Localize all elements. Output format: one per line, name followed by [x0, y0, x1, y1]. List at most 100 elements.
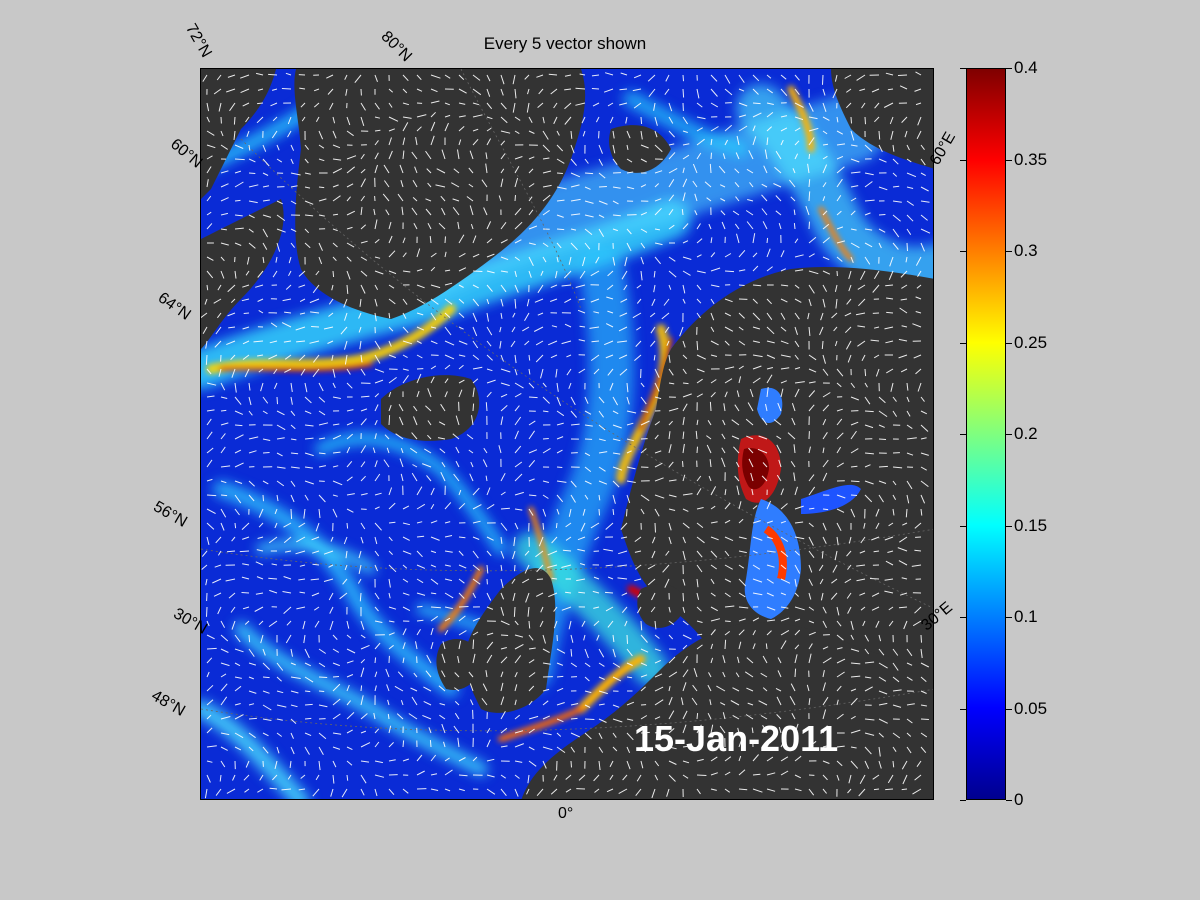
velocity-arrow [888, 606, 894, 611]
velocity-arrow [248, 184, 259, 188]
velocity-arrow [374, 774, 385, 778]
velocity-arrow [911, 564, 922, 567]
colorbar-tick [1006, 434, 1012, 435]
velocity-arrow [584, 186, 591, 190]
velocity-arrow [276, 732, 282, 737]
velocity-arrow [626, 130, 631, 139]
velocity-arrow [430, 487, 435, 496]
velocity-arrow [612, 648, 616, 658]
velocity-arrow [808, 564, 813, 573]
velocity-arrow [408, 713, 418, 720]
velocity-arrow [778, 222, 782, 230]
velocity-arrow [374, 164, 378, 174]
velocity-arrow [640, 731, 650, 734]
velocity-arrow [313, 102, 320, 108]
velocity-arrow [850, 715, 856, 720]
velocity-arrow [905, 256, 908, 263]
velocity-arrow [598, 760, 601, 771]
velocity-arrow [864, 760, 870, 769]
velocity-arrow [593, 606, 600, 609]
velocity-arrow [682, 240, 689, 244]
velocity-arrow [416, 268, 423, 272]
velocity-arrow [542, 715, 551, 720]
velocity-arrow [707, 684, 712, 692]
velocity-arrow [696, 536, 705, 544]
velocity-arrow [388, 536, 393, 542]
velocity-arrow [564, 74, 572, 77]
current-speed-map[interactable] [200, 68, 934, 800]
velocity-arrow [722, 655, 726, 664]
velocity-arrow [807, 312, 810, 320]
velocity-arrow [619, 88, 628, 91]
velocity-arrow [527, 606, 530, 617]
velocity-arrow [565, 788, 572, 793]
velocity-arrow [916, 130, 922, 140]
velocity-arrow [570, 172, 581, 178]
velocity-arrow [318, 508, 321, 519]
velocity-arrow [618, 326, 628, 332]
velocity-arrow [514, 671, 518, 678]
velocity-arrow [429, 236, 432, 244]
velocity-arrow [472, 366, 483, 370]
velocity-arrow [472, 298, 480, 307]
velocity-arrow [598, 228, 605, 238]
velocity-arrow [624, 620, 628, 627]
velocity-arrow [766, 112, 774, 118]
velocity-arrow [722, 671, 726, 678]
velocity-arrow [232, 774, 236, 781]
velocity-arrow [584, 214, 594, 218]
velocity-arrow [206, 130, 215, 136]
velocity-arrow [318, 760, 321, 771]
velocity-arrow [654, 228, 660, 231]
velocity-arrow [747, 199, 754, 202]
velocity-arrow [539, 620, 544, 628]
velocity-arrow [738, 269, 746, 272]
velocity-arrow [500, 354, 504, 362]
velocity-arrow [458, 630, 467, 636]
velocity-arrow [299, 591, 306, 594]
velocity-arrow [374, 102, 380, 110]
velocity-arrow [834, 550, 838, 561]
velocity-arrow [512, 312, 516, 318]
velocity-arrow [290, 466, 300, 469]
velocity-arrow [444, 114, 451, 118]
velocity-arrow [794, 578, 797, 587]
velocity-arrow [681, 209, 684, 216]
velocity-arrow [915, 71, 922, 76]
velocity-arrow [710, 772, 718, 776]
velocity-arrow [746, 168, 754, 174]
velocity-arrow [312, 284, 320, 294]
velocity-arrow [584, 662, 591, 668]
velocity-arrow [920, 732, 928, 738]
velocity-arrow [915, 368, 922, 375]
velocity-arrow [290, 718, 297, 724]
velocity-arrow [206, 102, 210, 112]
velocity-arrow [441, 670, 446, 678]
velocity-arrow [258, 309, 264, 314]
velocity-arrow [682, 522, 690, 529]
velocity-arrow [486, 253, 495, 258]
velocity-arrow [542, 522, 545, 530]
velocity-arrow [374, 270, 384, 275]
velocity-arrow [399, 164, 404, 174]
velocity-arrow [760, 715, 768, 720]
velocity-arrow [290, 410, 296, 417]
velocity-arrow [312, 368, 320, 378]
velocity-arrow [598, 676, 605, 680]
velocity-arrow [481, 697, 488, 706]
velocity-arrow [528, 659, 535, 664]
velocity-arrow [248, 242, 256, 249]
velocity-arrow [314, 606, 320, 611]
velocity-arrow [710, 252, 716, 258]
velocity-arrow [766, 756, 774, 762]
velocity-arrow [822, 298, 826, 308]
velocity-arrow [640, 746, 647, 753]
velocity-arrow [649, 312, 656, 318]
velocity-arrow [791, 403, 796, 412]
velocity-arrow [220, 648, 229, 653]
velocity-arrow [850, 620, 854, 631]
velocity-arrow [206, 522, 215, 530]
velocity-arrow [416, 340, 422, 344]
velocity-arrow [374, 116, 381, 119]
velocity-arrow [710, 606, 718, 612]
